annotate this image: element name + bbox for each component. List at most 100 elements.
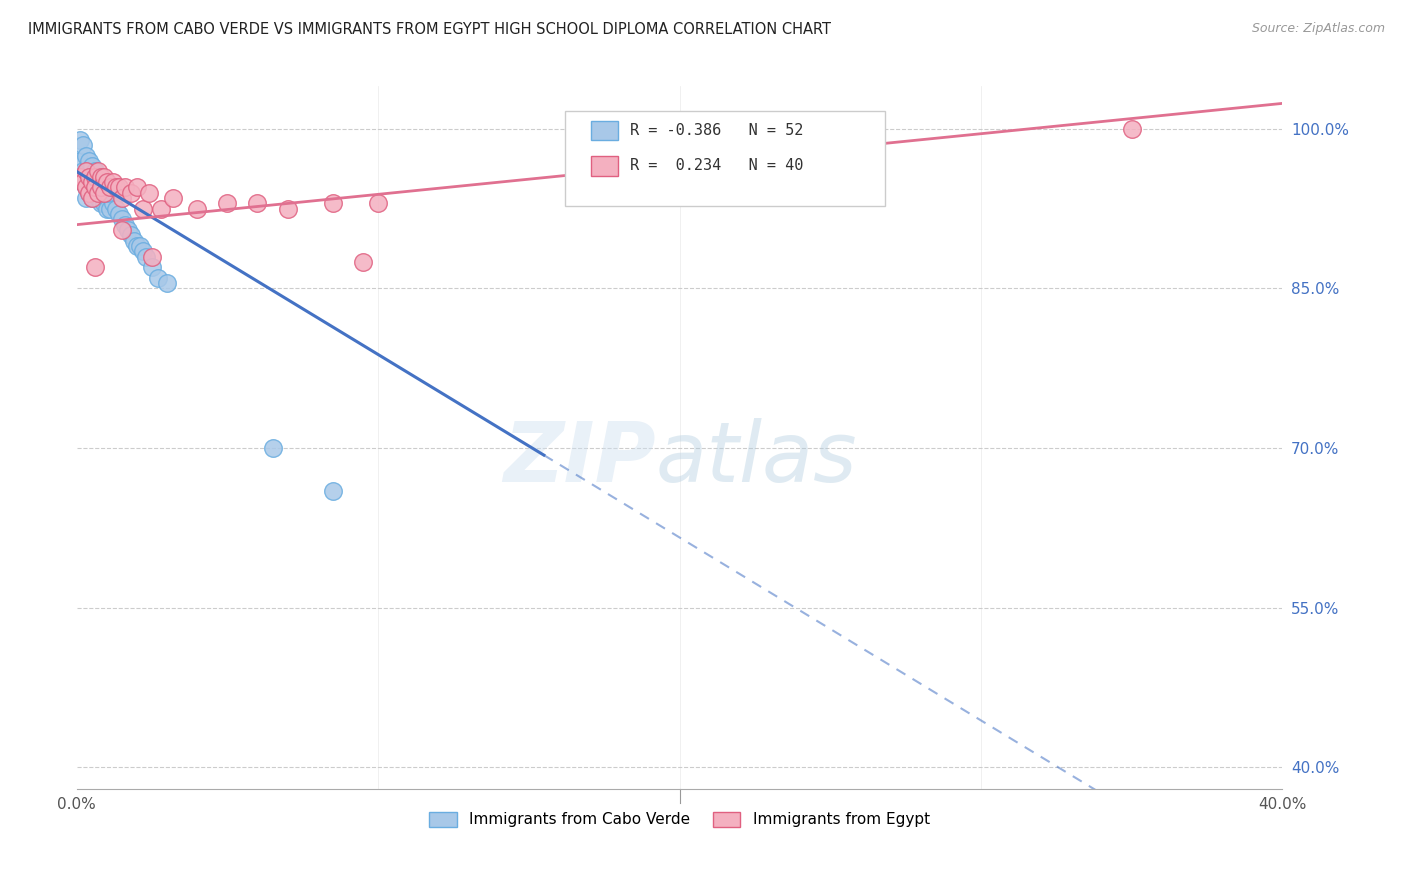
Point: [98, 180, 121, 194]
Point: [107, 207, 129, 221]
Point: [77, 169, 100, 184]
Point: [262, 441, 284, 455]
Point: [111, 223, 134, 237]
Point: [104, 180, 127, 194]
Point: [77, 159, 100, 173]
Point: [75, 164, 97, 178]
Bar: [592, 156, 619, 176]
Point: [86, 164, 108, 178]
Point: [111, 191, 134, 205]
Point: [122, 234, 145, 248]
Point: [77, 186, 100, 200]
Point: [69, 132, 91, 146]
Point: [125, 239, 148, 253]
Point: [83, 180, 105, 194]
Point: [75, 180, 97, 194]
Point: [93, 180, 115, 194]
Point: [128, 239, 150, 253]
Point: [83, 164, 105, 178]
Point: [125, 180, 148, 194]
Point: [107, 180, 129, 194]
Point: [90, 180, 112, 194]
Point: [77, 186, 100, 200]
Point: [186, 202, 208, 216]
Text: IMMIGRANTS FROM CABO VERDE VS IMMIGRANTS FROM EGYPT HIGH SCHOOL DIPLOMA CORRELAT: IMMIGRANTS FROM CABO VERDE VS IMMIGRANTS…: [28, 22, 831, 37]
Point: [83, 169, 105, 184]
Point: [96, 202, 118, 216]
Point: [90, 169, 112, 184]
Point: [96, 175, 118, 189]
Point: [352, 255, 374, 269]
Point: [132, 244, 155, 259]
Point: [93, 169, 115, 184]
Point: [98, 186, 121, 200]
Point: [72, 175, 94, 189]
Point: [80, 191, 103, 205]
Point: [96, 191, 118, 205]
Point: [83, 260, 105, 275]
FancyBboxPatch shape: [565, 111, 884, 206]
Point: [69, 169, 91, 184]
Text: R = -0.386   N = 52: R = -0.386 N = 52: [630, 123, 803, 138]
Point: [96, 186, 118, 200]
Point: [111, 212, 134, 227]
Point: [101, 196, 124, 211]
Point: [93, 196, 115, 211]
Point: [120, 186, 142, 200]
Point: [138, 186, 160, 200]
Point: [141, 250, 163, 264]
Point: [83, 164, 105, 178]
Point: [367, 196, 389, 211]
Point: [80, 159, 103, 173]
Point: [117, 223, 139, 237]
Point: [132, 202, 155, 216]
Point: [141, 260, 163, 275]
Point: [162, 191, 184, 205]
Bar: [592, 120, 619, 140]
Point: [246, 196, 269, 211]
Point: [277, 202, 299, 216]
Point: [77, 153, 100, 168]
Point: [86, 186, 108, 200]
Point: [75, 148, 97, 162]
Point: [1121, 122, 1143, 136]
Point: [146, 271, 169, 285]
Point: [98, 202, 121, 216]
Point: [80, 169, 103, 184]
Point: [72, 137, 94, 152]
Point: [93, 186, 115, 200]
Point: [80, 175, 103, 189]
Point: [90, 196, 112, 211]
Text: ZIP: ZIP: [503, 418, 655, 499]
Point: [114, 218, 136, 232]
Point: [80, 180, 103, 194]
Point: [75, 180, 97, 194]
Point: [156, 276, 179, 290]
Point: [80, 191, 103, 205]
Point: [114, 180, 136, 194]
Point: [72, 175, 94, 189]
Point: [104, 202, 127, 216]
Text: Source: ZipAtlas.com: Source: ZipAtlas.com: [1251, 22, 1385, 36]
Point: [83, 191, 105, 205]
Text: R =  0.234   N = 40: R = 0.234 N = 40: [630, 158, 803, 173]
Point: [322, 196, 344, 211]
Point: [217, 196, 239, 211]
Point: [90, 175, 112, 189]
Point: [86, 191, 108, 205]
Point: [77, 175, 100, 189]
Point: [135, 250, 157, 264]
Point: [149, 202, 172, 216]
Legend: Immigrants from Cabo Verde, Immigrants from Egypt: Immigrants from Cabo Verde, Immigrants f…: [423, 805, 936, 833]
Point: [322, 483, 344, 498]
Point: [86, 169, 108, 184]
Point: [90, 186, 112, 200]
Point: [101, 175, 124, 189]
Point: [86, 175, 108, 189]
Point: [69, 153, 91, 168]
Point: [83, 180, 105, 194]
Point: [72, 164, 94, 178]
Text: atlas: atlas: [655, 418, 858, 499]
Point: [75, 191, 97, 205]
Point: [120, 228, 142, 243]
